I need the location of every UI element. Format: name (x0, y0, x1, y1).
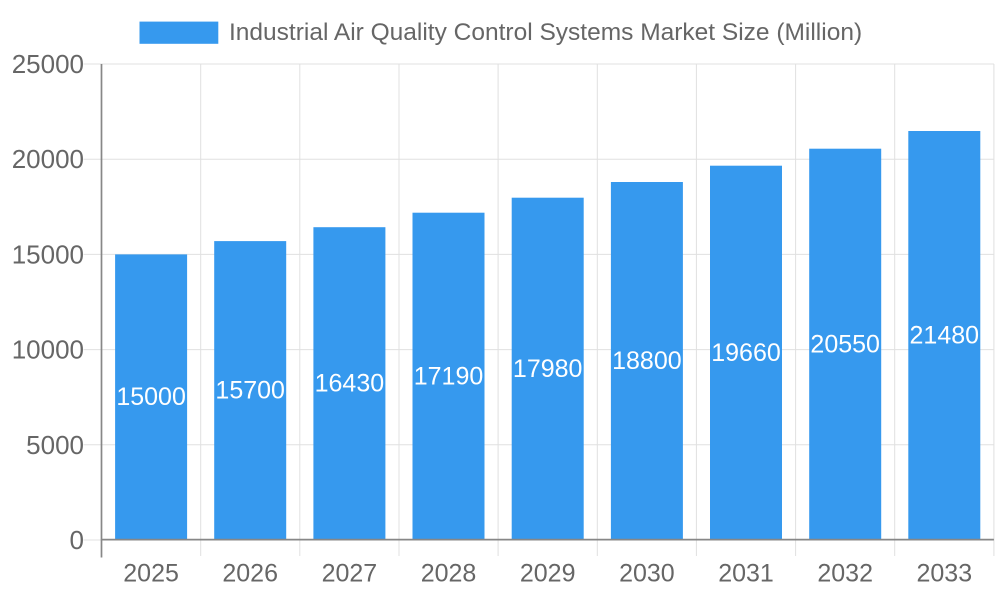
svg-text:20550: 20550 (810, 330, 880, 358)
svg-text:2032: 2032 (817, 559, 873, 587)
svg-text:2031: 2031 (718, 559, 774, 587)
svg-text:2030: 2030 (619, 559, 675, 587)
svg-text:20000: 20000 (12, 144, 84, 174)
svg-text:2033: 2033 (916, 559, 972, 587)
svg-text:15700: 15700 (215, 377, 285, 405)
svg-text:2026: 2026 (222, 559, 278, 587)
svg-text:15000: 15000 (12, 239, 84, 269)
svg-text:5000: 5000 (26, 430, 84, 460)
svg-text:25000: 25000 (12, 49, 84, 79)
svg-text:18800: 18800 (612, 347, 682, 375)
svg-text:Industrial Air Quality Control: Industrial Air Quality Control Systems M… (229, 19, 862, 46)
svg-text:15000: 15000 (116, 383, 186, 411)
svg-text:2027: 2027 (322, 559, 378, 587)
svg-text:0: 0 (70, 525, 84, 555)
svg-text:17190: 17190 (414, 362, 484, 390)
svg-text:2025: 2025 (123, 559, 179, 587)
svg-text:2028: 2028 (421, 559, 477, 587)
svg-text:21480: 21480 (910, 322, 980, 350)
svg-text:2029: 2029 (520, 559, 576, 587)
svg-text:16430: 16430 (315, 370, 385, 398)
svg-text:10000: 10000 (12, 335, 84, 365)
svg-text:19660: 19660 (711, 339, 781, 367)
svg-text:17980: 17980 (513, 355, 583, 383)
